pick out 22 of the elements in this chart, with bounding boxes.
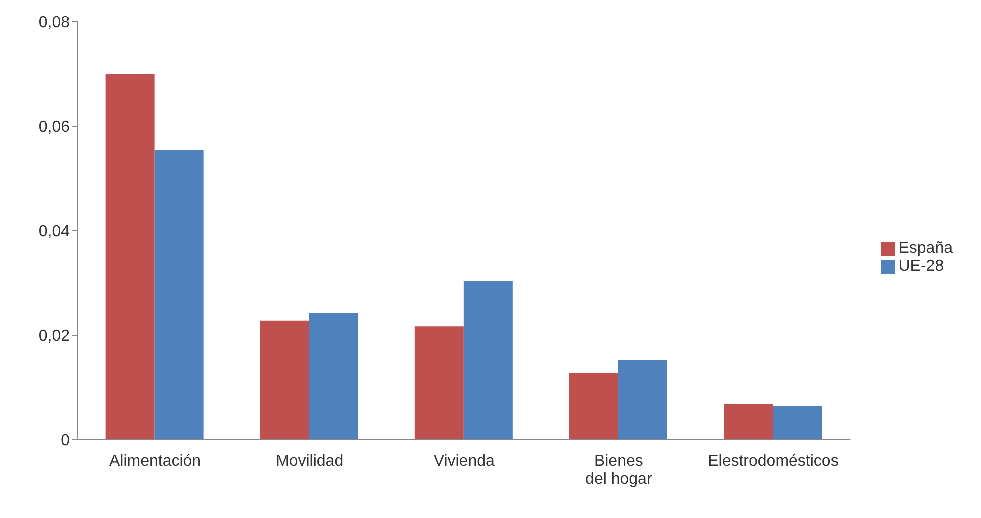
legend-label: UE-28 bbox=[898, 258, 944, 275]
legend-label: España bbox=[898, 240, 953, 257]
bar bbox=[414, 326, 464, 440]
x-tick-label: Movilidad bbox=[276, 453, 344, 470]
x-tick-label: Bienes del hogar bbox=[586, 453, 653, 488]
y-tick-label: 0,06 bbox=[38, 119, 70, 136]
bar bbox=[106, 74, 155, 440]
bar bbox=[724, 404, 774, 440]
x-tick-label: Elestrodomésticos bbox=[708, 453, 839, 470]
bar bbox=[569, 373, 618, 440]
y-tick-label: 0 bbox=[61, 432, 70, 450]
x-tick-label: Alimentación bbox=[109, 453, 202, 470]
bar bbox=[260, 320, 310, 440]
x-tick-label: Vivienda bbox=[434, 453, 496, 470]
bar bbox=[773, 406, 822, 440]
bar bbox=[618, 360, 668, 440]
bar bbox=[309, 314, 358, 440]
bar bbox=[154, 150, 204, 440]
bar bbox=[464, 281, 513, 440]
y-tick-label: 0,02 bbox=[38, 328, 70, 346]
y-tick-label: 0,04 bbox=[38, 224, 70, 241]
y-tick-label: 0,08 bbox=[38, 14, 70, 32]
